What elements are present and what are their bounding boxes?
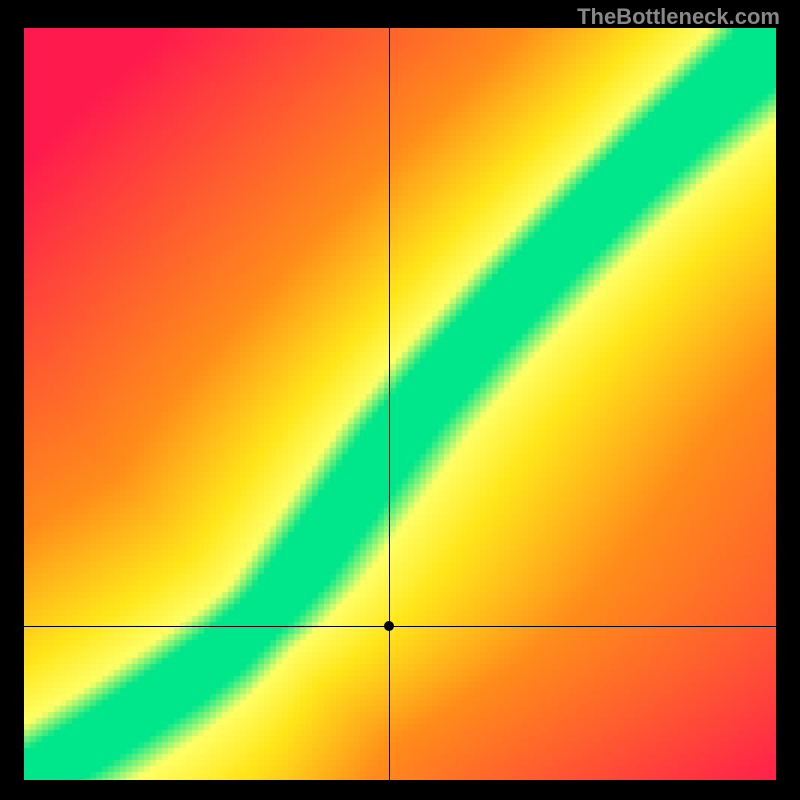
heatmap-canvas [24,28,776,780]
watermark-text: TheBottleneck.com [577,4,780,30]
crosshair-marker [384,621,394,631]
chart-container: TheBottleneck.com [0,0,800,800]
crosshair-vertical [389,28,390,780]
crosshair-horizontal [24,626,776,627]
heatmap-plot [24,28,776,780]
